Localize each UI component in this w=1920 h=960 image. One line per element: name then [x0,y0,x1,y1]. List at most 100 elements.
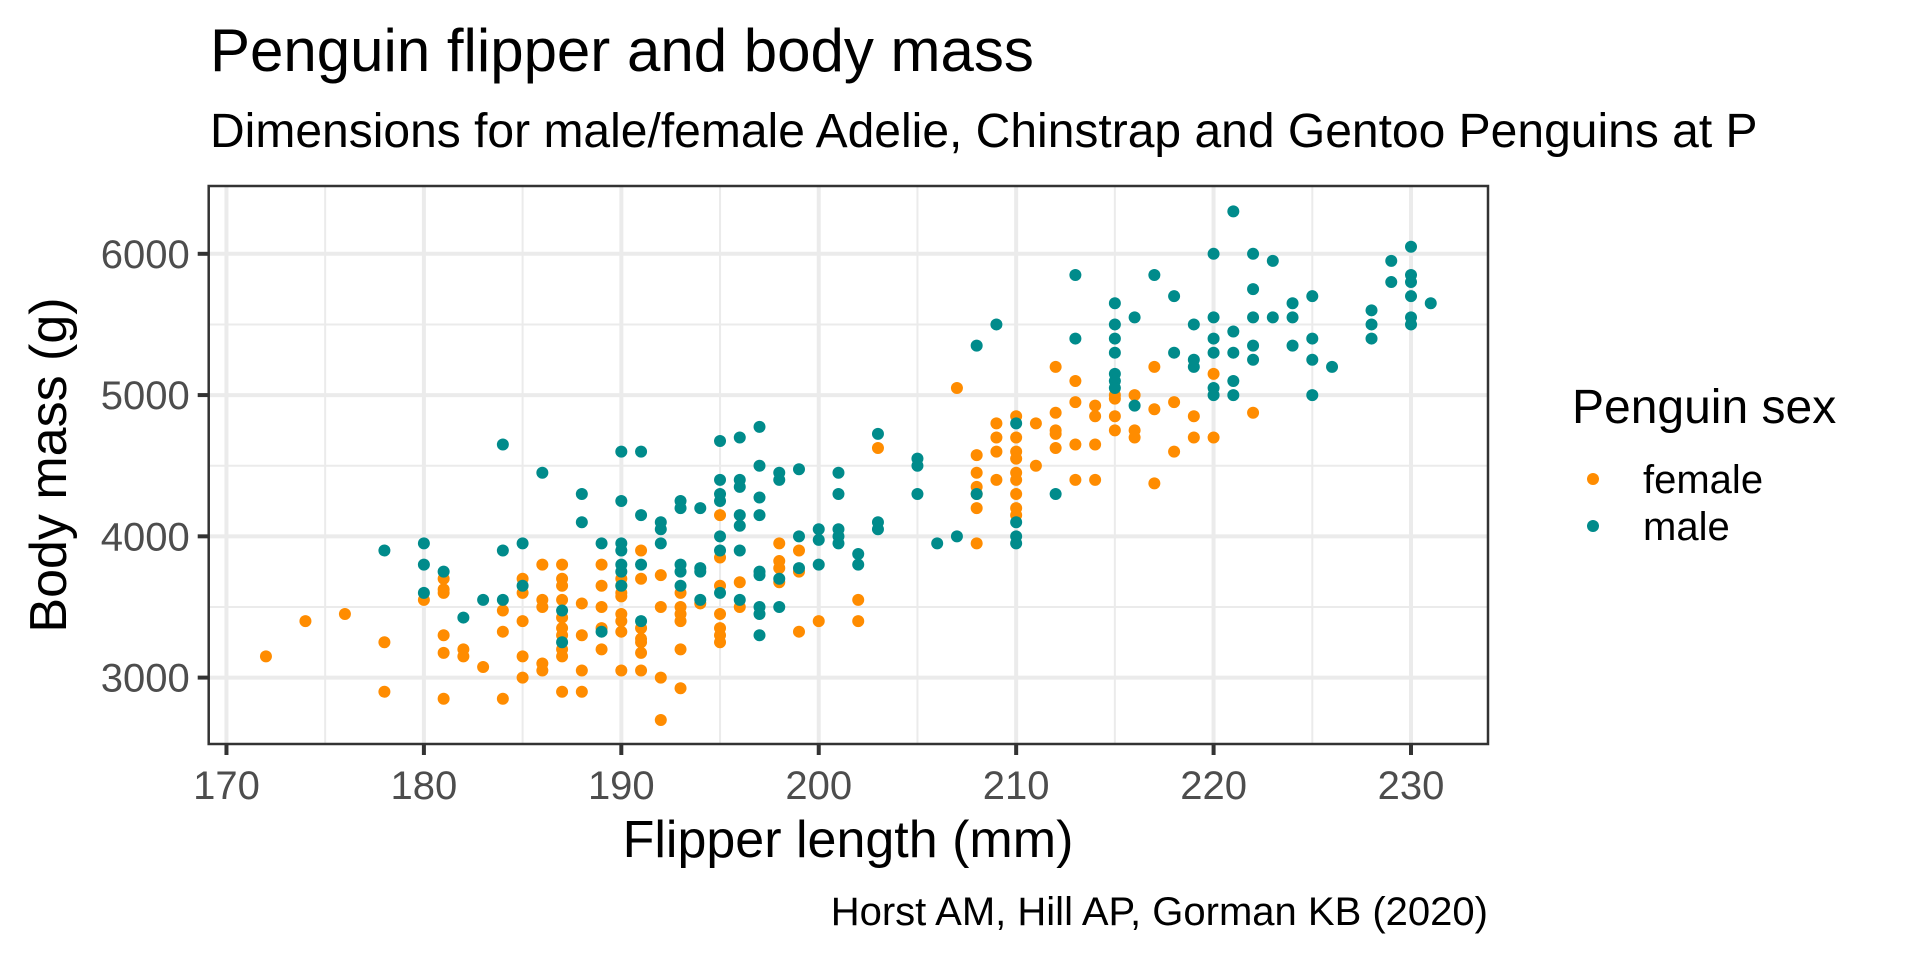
legend-label-male: male [1643,505,1730,549]
data-point-male [674,579,687,592]
y-axis: 3000 4000 5000 6000 [101,233,209,701]
data-point-female [437,586,450,599]
data-point-male [1187,360,1200,373]
data-point-male [1365,304,1378,317]
data-point-female [1010,431,1023,444]
data-point-male [990,318,1003,331]
data-point-female [654,600,667,613]
data-point-female [1049,406,1062,419]
data-point-female [615,590,628,603]
panel-border [207,184,1490,746]
data-point-male [733,519,746,532]
data-point-male [773,600,786,613]
data-point-male [1187,318,1200,331]
data-point-male [714,473,727,486]
data-point-female [1049,442,1062,455]
data-point-male [674,502,687,515]
data-point-female [516,671,529,684]
data-point-male [694,565,707,578]
data-point-male [1108,297,1121,310]
data-point-female [990,473,1003,486]
data-point-female [990,417,1003,430]
data-point-female [595,579,608,592]
data-point-female [575,597,588,610]
data-point-male [832,466,845,479]
data-point-female [1010,452,1023,465]
data-point-female [1148,477,1161,490]
data-point-male [1108,382,1121,395]
data-point-male [1207,332,1220,345]
data-point-male [417,537,430,550]
data-point-female [773,537,786,550]
data-point-male [773,473,786,486]
data-point-male [714,544,727,557]
data-point-male [1049,487,1062,500]
data-point-female [457,650,470,663]
data-point-female [615,664,628,677]
data-point-female [575,664,588,677]
data-point-female [852,615,865,628]
data-point-male [1168,290,1181,303]
data-point-male [911,487,924,500]
data-point-male [1168,346,1181,359]
data-point-male [733,431,746,444]
data-point-female [1207,431,1220,444]
data-point-female [674,682,687,695]
data-point-male [792,463,805,476]
data-point-male [1207,311,1220,324]
data-point-male [1405,290,1418,303]
data-point-male [437,565,450,578]
data-point-male [1286,339,1299,352]
data-point-male [516,579,529,592]
data-point-female [615,625,628,638]
data-point-female [556,558,569,571]
x-tick-label: 230 [1378,764,1445,808]
data-point-male [1247,283,1260,296]
data-point-female [615,615,628,628]
data-point-male [733,544,746,557]
data-point-female [970,449,983,462]
data-point-male [694,502,707,515]
data-point-female [496,692,509,705]
data-point-male [1227,346,1240,359]
data-point-male [1010,516,1023,529]
data-point-male [852,547,865,560]
data-point-female [536,600,549,613]
data-point-female [299,615,312,628]
data-point-male [378,544,391,557]
major-gridlines [208,186,1488,744]
data-point-male [496,438,509,451]
data-point-male [516,537,529,550]
data-point-female [990,431,1003,444]
data-point-female [516,615,529,628]
data-point-male [970,339,983,352]
data-point-female [1168,396,1181,409]
data-point-female [792,544,805,557]
data-point-female [792,625,805,638]
data-point-female [1049,360,1062,373]
data-point-female [1128,431,1141,444]
data-point-female [516,650,529,663]
data-point-male [1207,346,1220,359]
legend-label-female: female [1643,458,1763,502]
data-point-male [477,593,490,606]
data-point-male [556,604,569,617]
data-point-male [1227,389,1240,402]
data-point-male [753,629,766,642]
data-point-female [990,445,1003,458]
data-point-male [536,466,549,479]
data-point-female [812,615,825,628]
data-point-male [1010,537,1023,550]
chart-subtitle: Dimensions for male/female Adelie, Chins… [210,105,1758,158]
data-point-female [970,537,983,550]
data-point-male [615,445,628,458]
data-point-male [457,611,470,624]
data-point-female [635,664,648,677]
data-point-male [714,434,727,447]
y-tick-label: 3000 [101,657,190,701]
data-point-female [536,664,549,677]
data-point-female [1148,403,1161,416]
data-point-female [595,558,608,571]
data-point-female [1010,473,1023,486]
